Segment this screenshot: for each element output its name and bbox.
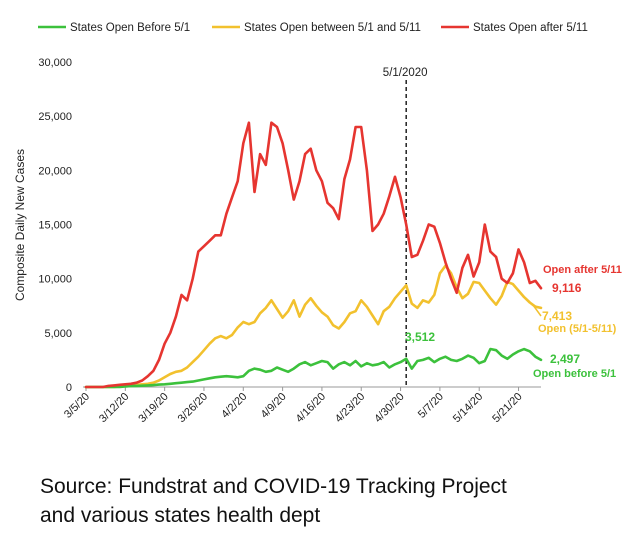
annotation-7: Open before 5/1 [533, 368, 616, 380]
annotation-2: Open after 5/11 [543, 264, 622, 276]
legend-label-1: States Open Before 5/1 [70, 22, 190, 34]
annotation-4: 7,413 [542, 309, 572, 323]
y-axis-ticks: 0 5,000 10,000 15,000 20,000 25,000 30,000 [38, 57, 541, 394]
series-line-1 [84, 347, 543, 389]
x-tick-label: 4/16/20 [294, 391, 328, 425]
source-line-2: and various states health dept [40, 504, 321, 527]
series-line-3 [84, 121, 543, 389]
y-tick-label: 10,000 [38, 274, 72, 286]
annotation-leader [532, 304, 542, 317]
date-marker-label: 5/1/2020 [383, 67, 428, 79]
annotation-3: 9,116 [552, 281, 582, 295]
x-axis: 3/5/20 3/12/20 3/19/20 3/26/20 4/2/20 4/9/20 4… [62, 387, 525, 425]
legend-label-3: States Open after 5/11 [473, 22, 588, 34]
date-marker: 5/1/2020 [383, 67, 428, 387]
x-tick-label: 4/2/20 [219, 391, 249, 421]
x-tick-label: 4/23/20 [333, 391, 367, 425]
legend: States Open Before 5/1 States Open betwee… [38, 22, 588, 34]
x-tick-label: 3/12/20 [97, 391, 131, 425]
x-tick-label: 3/26/20 [176, 391, 210, 425]
y-tick-label: 20,000 [38, 165, 72, 177]
annotation-6: 2,497 [550, 352, 580, 366]
y-tick-label: 25,000 [38, 111, 72, 123]
series-line-2 [84, 264, 543, 389]
legend-label-2: States Open between 5/1 and 5/11 [244, 22, 421, 34]
y-tick-label: 15,000 [38, 220, 72, 232]
annotation-5: Open (5/1-5/11) [538, 323, 617, 335]
x-tick-label: 4/30/20 [372, 391, 406, 425]
y-tick-label: 5,000 [44, 328, 72, 340]
x-tick-label: 5/21/20 [490, 391, 524, 425]
series-lines [84, 121, 543, 389]
y-axis-title: Composite Daily New Cases [13, 149, 27, 301]
x-tick-label: 3/19/20 [136, 391, 170, 425]
y-tick-label: 0 [66, 382, 72, 394]
x-tick-label: 5/14/20 [451, 391, 485, 425]
x-tick-label: 3/5/20 [62, 391, 92, 421]
source-line-1: Source: Fundstrat and COVID-19 Tracking … [40, 475, 507, 498]
source-note: Source: Fundstrat and COVID-19 Tracking … [40, 472, 507, 530]
annotation-1: 3,512 [405, 330, 435, 344]
chart: States Open Before 5/1 States Open betwee… [13, 22, 622, 425]
y-tick-label: 30,000 [38, 57, 72, 69]
x-tick-label: 4/9/20 [259, 391, 289, 421]
x-tick-label: 5/7/20 [416, 391, 446, 421]
